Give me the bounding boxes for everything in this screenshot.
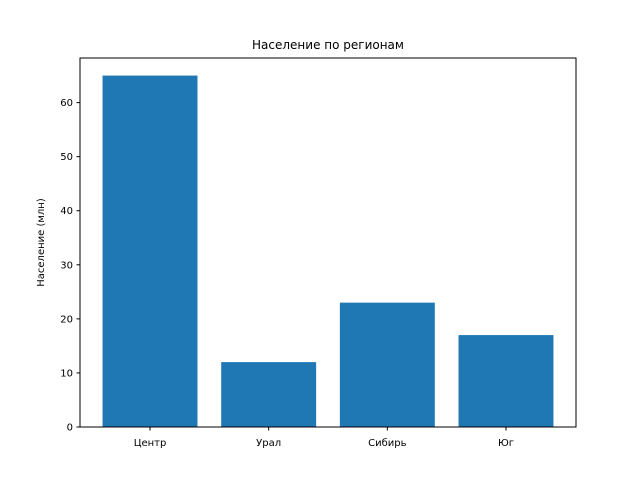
- chart-title: Население по регионам: [252, 38, 404, 52]
- y-tick-label: 50: [60, 152, 73, 163]
- bar-2: [339, 302, 435, 427]
- y-tick-label: 60: [60, 98, 73, 109]
- x-tick-label: Центр: [134, 438, 167, 449]
- bar-0: [102, 75, 198, 428]
- x-tick-label: Сибирь: [368, 438, 406, 449]
- y-tick-label: 40: [60, 206, 73, 217]
- y-tick-label: 30: [60, 260, 73, 271]
- y-tick-label: 0: [67, 423, 73, 434]
- y-tick-label: 20: [60, 314, 73, 325]
- x-tick-label: Юг: [498, 438, 514, 449]
- bar-3: [458, 335, 554, 427]
- y-axis-label: Население (млн): [36, 198, 47, 287]
- bar-1: [221, 362, 317, 427]
- x-tick-label: Урал: [256, 438, 281, 449]
- axes-frame: [79, 57, 577, 428]
- y-tick-label: 10: [60, 368, 73, 379]
